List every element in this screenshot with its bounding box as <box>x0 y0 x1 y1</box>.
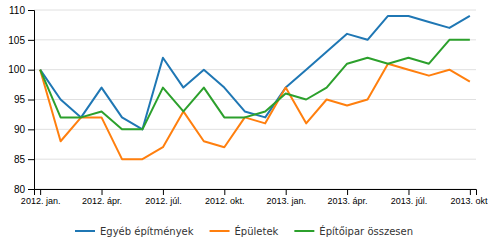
legend-item: Egyéb építmények <box>75 226 194 237</box>
y-tick-mark <box>28 40 34 41</box>
legend-label: Építőipar összesen <box>319 225 413 237</box>
grid <box>34 10 476 189</box>
grid-line <box>34 99 476 100</box>
x-tick-label: 2013. jan. <box>266 196 306 206</box>
y-tick-label: 85 <box>14 154 26 165</box>
y-tick-mark <box>28 100 34 101</box>
y-tick-label: 105 <box>8 35 25 46</box>
legend-swatch <box>210 230 230 232</box>
y-tick-label: 110 <box>9 5 25 16</box>
y-tick-label: 100 <box>8 64 25 75</box>
legend-label: Egyéb építmények <box>100 226 194 237</box>
x-tick-mark <box>286 189 287 195</box>
x-tick-label: 2012. okt. <box>205 196 245 206</box>
series-line <box>40 16 470 129</box>
legend-swatch <box>294 230 314 232</box>
x-tick: 2013. júl. <box>391 189 428 206</box>
lines <box>40 16 470 159</box>
x-tick-label: 2012. jan. <box>21 196 61 206</box>
x-tick: 2013. ápr. <box>328 189 368 206</box>
x-tick-mark <box>163 189 164 195</box>
x-tick-mark <box>40 189 41 195</box>
x-tick: 2012. júl. <box>145 189 182 206</box>
x-tick: 2013. okt. <box>451 189 488 206</box>
x-tick-label: 2013. júl. <box>391 196 428 206</box>
chart: 808590951001051102012. jan.2012. ápr.201… <box>0 0 488 245</box>
y-tick-mark <box>28 189 34 190</box>
y-tick-mark <box>28 70 34 71</box>
x-tick-mark <box>224 189 225 195</box>
x-tick-label: 2012. ápr. <box>82 196 122 206</box>
y-tick: 80 <box>14 184 34 195</box>
x-tick-mark <box>408 189 409 195</box>
y-axis: 80 85 90 95 100 105 110 <box>8 5 34 195</box>
series-line <box>40 64 470 159</box>
x-tick: 2013. jan. <box>266 189 306 206</box>
grid-line <box>34 10 476 11</box>
legend-label: Épületek <box>235 225 279 237</box>
grid-line <box>34 159 476 160</box>
y-tick-mark <box>28 159 34 160</box>
x-tick: 2012. okt. <box>205 189 245 206</box>
legend: Egyéb építmények Épületek Építőipar összes… <box>75 225 413 237</box>
y-tick: 95 <box>14 94 34 105</box>
y-tick: 110 <box>9 5 34 16</box>
x-tick: 2012. ápr. <box>82 189 122 206</box>
x-axis: 2012. jan. 2012. ápr. 2012. júl. 2012. okt.… <box>21 189 488 206</box>
y-tick: 90 <box>14 124 34 135</box>
x-tick-mark <box>347 189 348 195</box>
x-tick-label: 2013. okt. <box>451 196 488 206</box>
grid-line <box>34 39 476 40</box>
y-tick-mark <box>28 10 34 11</box>
y-tick-label: 95 <box>14 94 26 105</box>
plot: 808590951001051102012. jan.2012. ápr.201… <box>8 5 488 207</box>
y-tick: 105 <box>8 35 34 46</box>
legend-swatch <box>75 230 95 232</box>
legend-item: Építőipar összesen <box>294 225 413 237</box>
y-tick-mark <box>28 129 34 130</box>
y-tick-label: 80 <box>14 184 26 195</box>
grid-line <box>34 129 476 130</box>
x-tick-label: 2012. júl. <box>145 196 182 206</box>
y-tick: 85 <box>14 154 34 165</box>
x-tick-label: 2013. ápr. <box>328 196 368 206</box>
y-tick-label: 90 <box>14 124 26 135</box>
x-axis-line <box>35 190 477 196</box>
x-tick-mark <box>102 189 103 195</box>
series-line <box>40 40 470 130</box>
y-tick: 100 <box>8 64 34 75</box>
legend-item: Épületek <box>210 225 279 237</box>
y-axis-line <box>28 11 35 190</box>
x-tick: 2012. jan. <box>21 189 61 206</box>
x-tick-mark <box>470 189 471 195</box>
